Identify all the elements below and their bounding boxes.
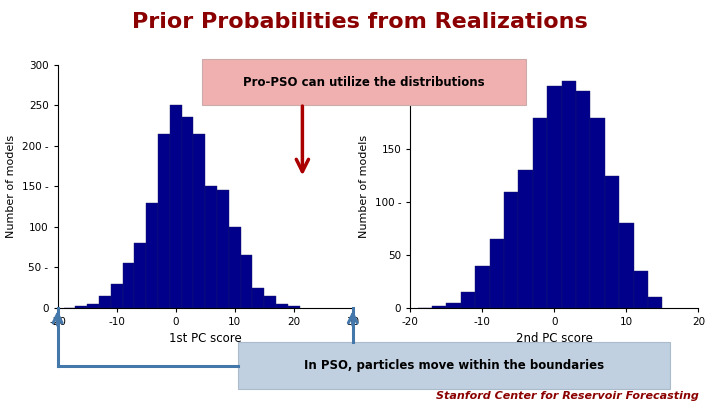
- FancyBboxPatch shape: [238, 342, 670, 389]
- Bar: [276, 304, 288, 308]
- Y-axis label: Number of models: Number of models: [359, 135, 369, 238]
- Bar: [264, 296, 276, 308]
- Bar: [240, 255, 253, 308]
- Text: Stanford Center for Reservoir Forecasting: Stanford Center for Reservoir Forecastin…: [436, 391, 698, 401]
- Bar: [490, 239, 504, 308]
- Bar: [135, 243, 146, 308]
- Bar: [475, 266, 490, 308]
- Bar: [170, 105, 181, 308]
- Bar: [146, 202, 158, 308]
- Bar: [205, 186, 217, 308]
- Bar: [533, 117, 547, 308]
- Bar: [562, 81, 576, 308]
- Bar: [76, 306, 87, 308]
- Bar: [253, 288, 264, 308]
- Bar: [217, 190, 229, 308]
- Bar: [576, 91, 590, 308]
- Bar: [87, 304, 99, 308]
- Text: In PSO, particles move within the boundaries: In PSO, particles move within the bounda…: [304, 359, 603, 372]
- Bar: [590, 117, 605, 308]
- Y-axis label: Number of models: Number of models: [6, 135, 17, 238]
- Text: Prior Probabilities from Realizations: Prior Probabilities from Realizations: [132, 12, 588, 32]
- Bar: [158, 134, 170, 308]
- FancyBboxPatch shape: [202, 59, 526, 105]
- Bar: [111, 284, 122, 308]
- Bar: [648, 297, 662, 308]
- Bar: [229, 227, 240, 308]
- Bar: [194, 134, 205, 308]
- Bar: [518, 171, 533, 308]
- Bar: [504, 192, 518, 308]
- Bar: [99, 296, 111, 308]
- Bar: [446, 303, 461, 308]
- X-axis label: 2nd PC score: 2nd PC score: [516, 333, 593, 345]
- Bar: [605, 176, 619, 308]
- Bar: [461, 292, 475, 308]
- X-axis label: 1st PC score: 1st PC score: [168, 333, 242, 345]
- Bar: [181, 117, 194, 308]
- Bar: [432, 306, 446, 308]
- Bar: [619, 223, 634, 308]
- Bar: [634, 271, 648, 308]
- Bar: [288, 306, 300, 308]
- Bar: [122, 263, 135, 308]
- Bar: [547, 86, 562, 308]
- Text: Pro-PSO can utilize the distributions: Pro-PSO can utilize the distributions: [243, 75, 485, 89]
